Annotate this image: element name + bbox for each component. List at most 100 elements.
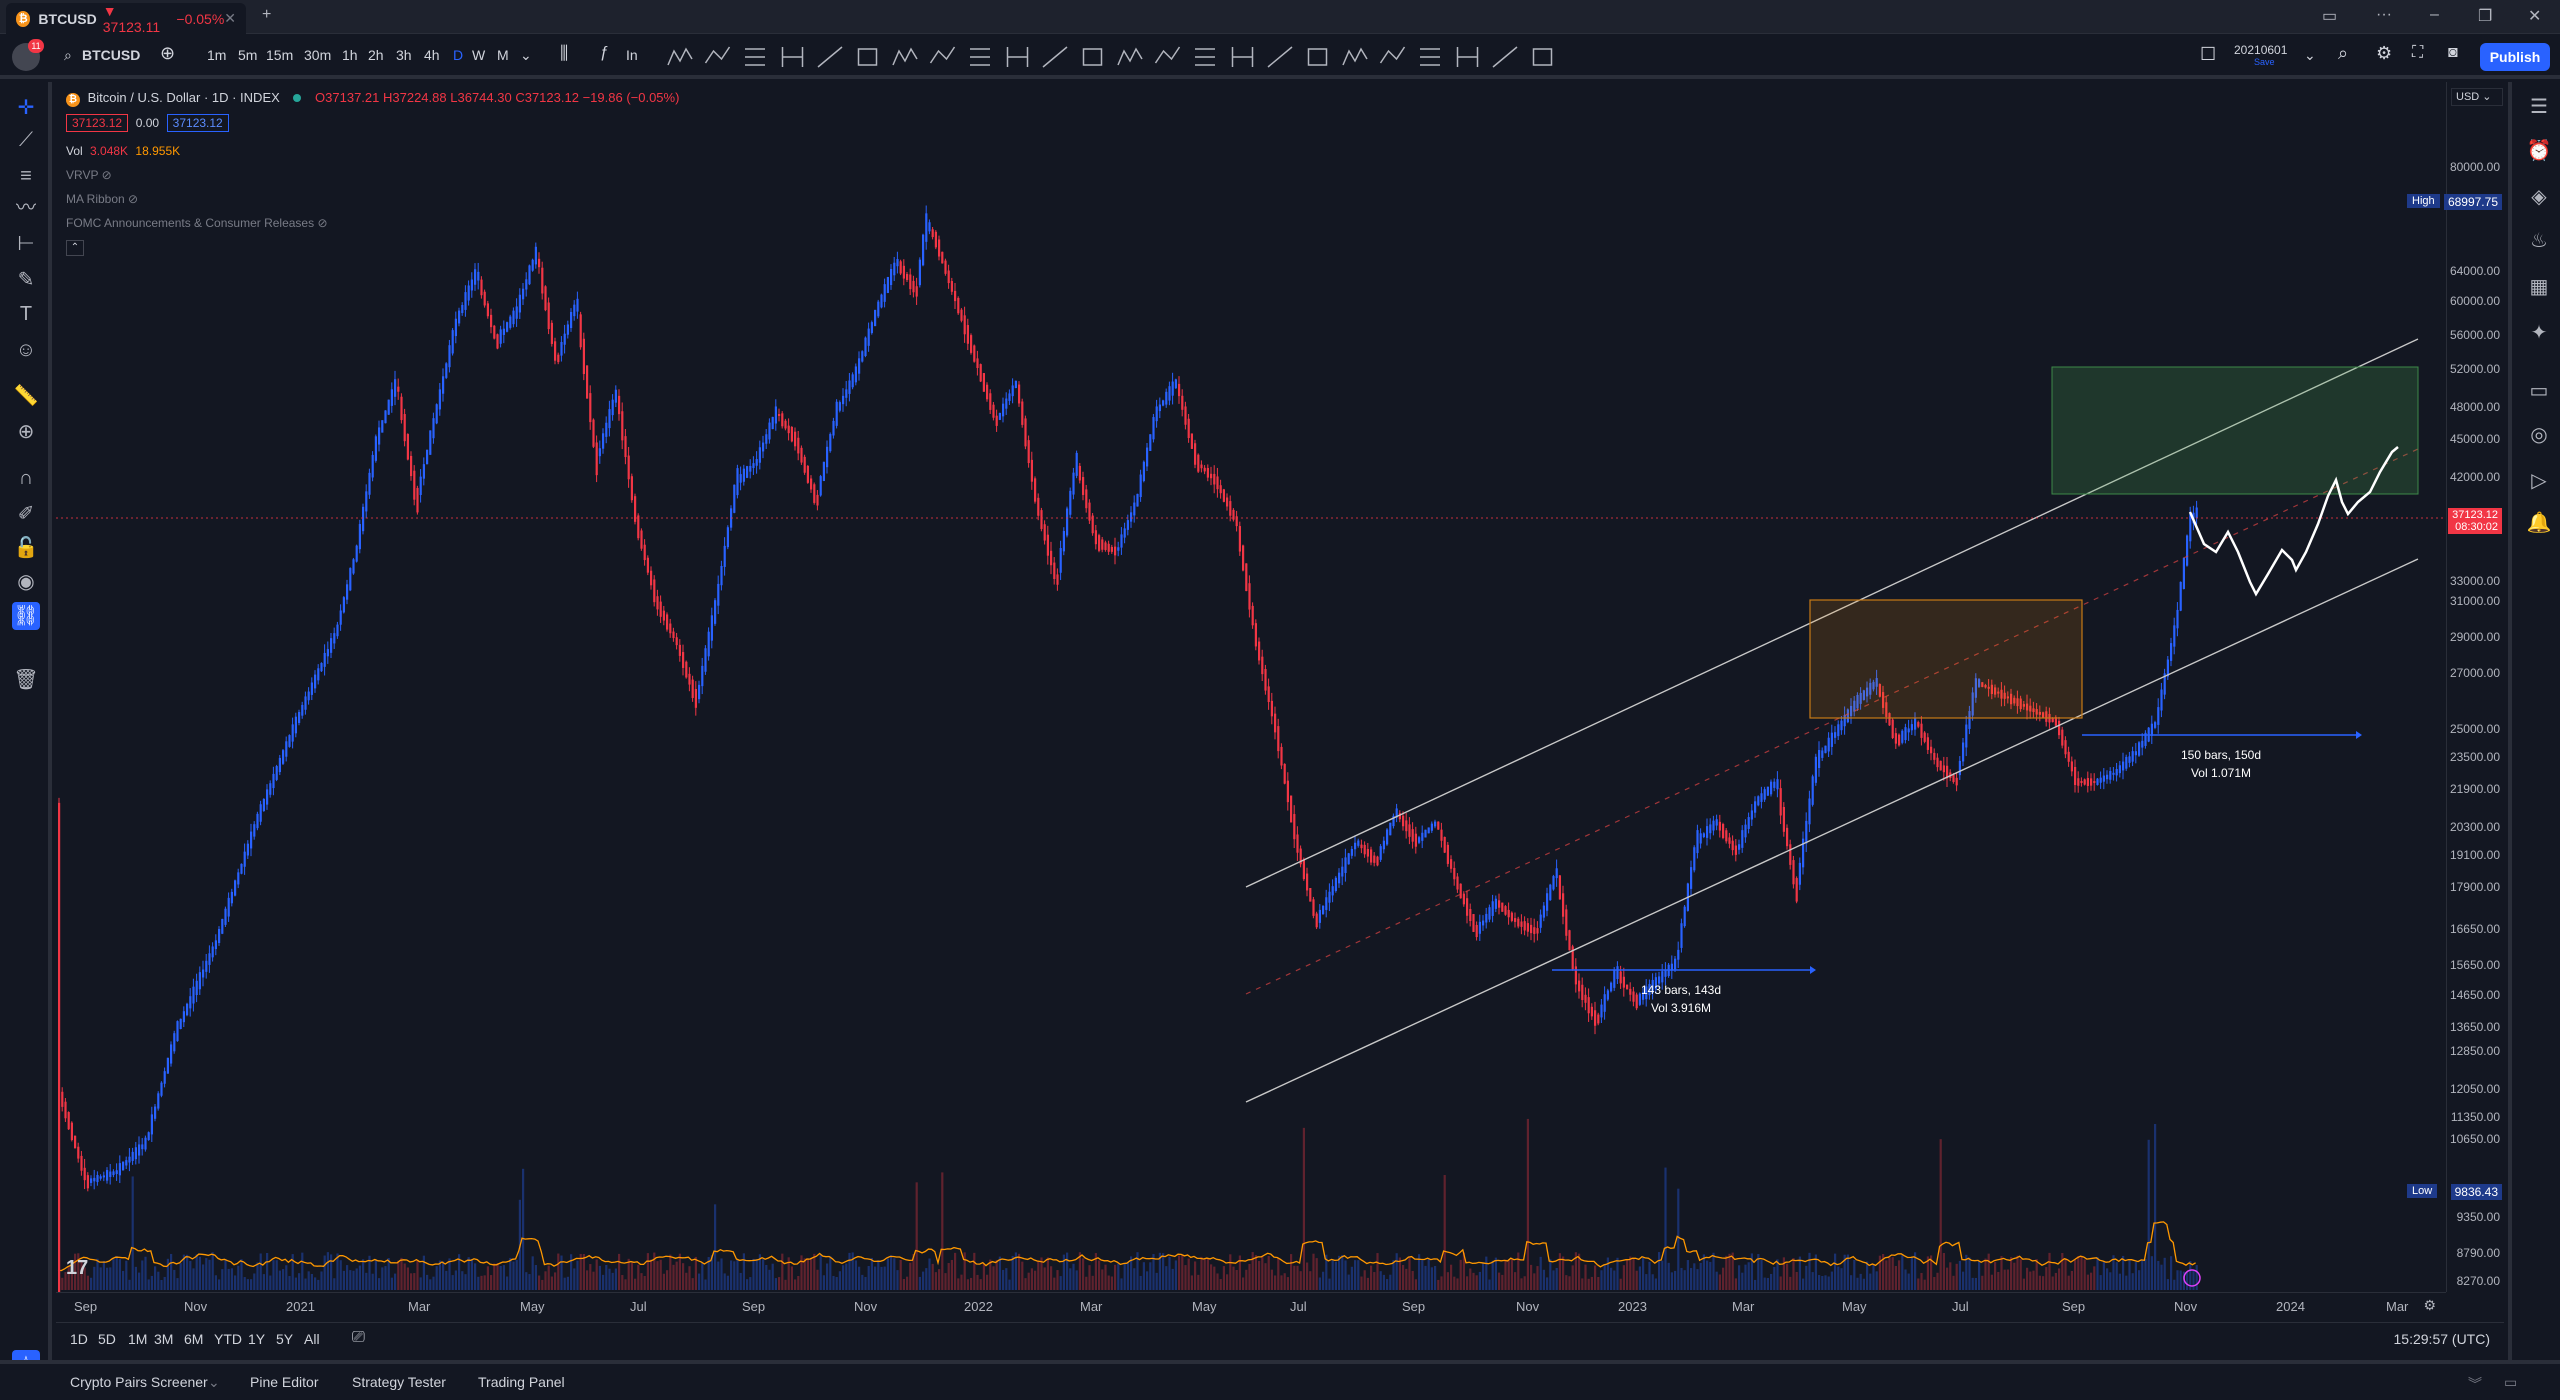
time-axis[interactable]: Sep Nov 2021 Mar May Jul Sep Nov 2022 Mar May Jul Se… — [56, 1292, 2446, 1320]
screens-icon[interactable]: ▭ — [2322, 8, 2338, 25]
indicators-icon[interactable]: ƒ — [600, 44, 609, 61]
range-ytd[interactable]: YTD — [214, 1331, 242, 1347]
drawing-favorites-bar[interactable] — [660, 39, 1580, 75]
notification-bell-icon[interactable]: 🔔 — [2526, 512, 2552, 534]
interval-3h[interactable]: 3h — [396, 47, 412, 63]
publish-button[interactable]: Publish — [2480, 43, 2550, 71]
search-icon[interactable]: ⌕ — [64, 47, 72, 63]
lock-icon[interactable]: 🔓 — [13, 537, 39, 559]
zoom-in-icon[interactable]: ⊕ — [17, 421, 35, 443]
symbol-search[interactable]: BTCUSD — [82, 47, 141, 63]
interval-30m[interactable]: 30m — [304, 47, 332, 63]
legend-title[interactable]: Bitcoin / U.S. Dollar · 1D · INDEX — [87, 90, 280, 105]
range-1y[interactable]: 1Y — [248, 1331, 266, 1347]
chat-icon[interactable]: ▭ — [2529, 380, 2549, 402]
range-5y[interactable]: 5Y — [276, 1331, 294, 1347]
layers-icon[interactable]: ◈ — [2531, 186, 2547, 208]
chevron-down-icon[interactable]: ⌄ — [2304, 47, 2316, 63]
tab-trading-panel[interactable]: Trading Panel — [478, 1374, 565, 1390]
price-axis[interactable]: USD ⌄ 80000.0074000.0064000.0060000.0056… — [2407, 82, 2504, 1292]
lock-drawing-icon[interactable]: ✐ — [17, 503, 35, 525]
minimize-icon[interactable]: – — [2430, 6, 2439, 23]
layout-icon[interactable]: ☐ — [2200, 44, 2217, 64]
price-chart[interactable]: 143 bars, 143d Vol 3.916M 150 bars, 150d… — [56, 82, 2446, 1292]
tab-crypto-screener[interactable]: Crypto Pairs Screener — [70, 1374, 208, 1390]
candle-body — [454, 318, 457, 337]
calendar-icon[interactable]: ▦ — [2529, 276, 2549, 298]
new-tab-icon[interactable]: + — [262, 6, 272, 23]
maximize-icon[interactable]: ❐ — [2478, 8, 2493, 25]
more-icon[interactable]: ··· — [2376, 6, 2392, 23]
utc-clock[interactable]: 15:29:57 (UTC) — [2393, 1331, 2490, 1347]
symbol-tab[interactable]: ₿ BTCUSD ▼ 37123.11 −0.05% ✕ — [6, 3, 246, 35]
interval-5m[interactable]: 5m — [238, 47, 258, 63]
indicator-vrvp[interactable]: VRVP ⊘ — [66, 168, 112, 182]
range-1m[interactable]: 1M — [128, 1331, 148, 1347]
candle-body — [413, 470, 416, 500]
sync-drawings-icon[interactable]: ⛓ — [12, 602, 40, 630]
compare-add-icon[interactable]: ⊕ — [160, 43, 176, 63]
emoji-icon[interactable]: ☺ — [15, 339, 37, 361]
tab-pine-editor[interactable]: Pine Editor — [250, 1374, 319, 1390]
close-window-icon[interactable]: ✕ — [2528, 8, 2542, 25]
bar-style-icon[interactable]: ⫼ — [560, 43, 569, 63]
collapse-panel-icon[interactable]: ︾ — [2468, 1376, 2482, 1392]
magnet-icon[interactable]: ∩ — [18, 467, 34, 489]
hotlist-fire-icon[interactable]: ♨ — [2530, 230, 2548, 252]
high-value: 68997.75 — [2443, 194, 2502, 210]
watchlist-icon[interactable]: ☰ — [2530, 96, 2548, 118]
fullscreen-icon[interactable]: ⛶ — [2412, 44, 2424, 61]
gear-icon[interactable]: ⚙ — [2376, 43, 2393, 63]
pattern-icon[interactable]: 〰 — [16, 197, 36, 219]
crosshair-icon[interactable]: ✛ — [17, 97, 35, 119]
close-tab-icon[interactable]: ✕ — [224, 10, 236, 26]
indicator-ma-ribbon[interactable]: MA Ribbon ⊘ — [66, 192, 139, 206]
indicator-fomc[interactable]: FOMC Announcements & Consumer Releases ⊘ — [66, 216, 328, 230]
eye-icon[interactable]: ◉ — [17, 571, 35, 593]
layout-save-status[interactable]: Save — [2254, 57, 2275, 67]
ruler-icon[interactable]: 📏 — [13, 385, 39, 407]
interval-w[interactable]: W — [472, 47, 486, 63]
vol-label[interactable]: Vol — [66, 144, 83, 158]
maximize-panel-icon[interactable]: ▭ — [2504, 1374, 2518, 1390]
interval-m[interactable]: M — [497, 47, 509, 63]
trendline-icon[interactable]: ⟋ — [19, 129, 33, 151]
settings-icon[interactable]: ⚙ — [2423, 1297, 2436, 1313]
quick-search-icon[interactable]: ⌕ — [2338, 43, 2349, 63]
tab-strategy-tester[interactable]: Strategy Tester — [352, 1374, 446, 1390]
interval-15m[interactable]: 15m — [266, 47, 294, 63]
interval-4h[interactable]: 4h — [424, 47, 440, 63]
ask-price[interactable]: 37123.12 — [166, 114, 229, 132]
ideas-bulb-icon[interactable]: ✦ — [2530, 322, 2548, 344]
range-all[interactable]: All — [304, 1331, 320, 1347]
chart-pane[interactable]: 143 bars, 143d Vol 3.916M 150 bars, 150d… — [56, 82, 2448, 1292]
volume-bar — [118, 1259, 121, 1290]
goto-date-icon[interactable]: ⎚ — [352, 1329, 365, 1346]
camera-icon[interactable]: ◙ — [2448, 44, 2458, 61]
projection-icon[interactable]: ⊢ — [17, 233, 35, 255]
interval-d[interactable]: D — [453, 47, 464, 63]
layout-name[interactable]: 20210601 — [2234, 43, 2288, 57]
volume-bar — [1658, 1252, 1661, 1290]
interval-1h[interactable]: 1h — [342, 47, 358, 63]
bid-price[interactable]: 37123.12 — [66, 114, 129, 132]
brush-icon[interactable]: ✎ — [17, 269, 35, 291]
interval-2h[interactable]: 2h — [368, 47, 384, 63]
range-5d[interactable]: 5D — [98, 1331, 116, 1347]
range-6m[interactable]: 6M — [184, 1331, 204, 1347]
interval-1m[interactable]: 1m — [207, 47, 227, 63]
range-1d[interactable]: 1D — [70, 1331, 88, 1347]
collapse-legend-icon[interactable]: ⌃ — [66, 240, 84, 256]
chevron-down-icon[interactable]: ⌄ — [208, 1374, 220, 1390]
indicators-button[interactable]: In — [626, 47, 638, 63]
candle-body — [1408, 824, 1411, 837]
play-icon[interactable]: ▷ — [2531, 470, 2547, 492]
text-icon[interactable]: T — [19, 303, 33, 325]
trash-icon[interactable]: 🗑 — [13, 669, 39, 691]
currency-select[interactable]: USD ⌄ — [2451, 88, 2503, 106]
range-3m[interactable]: 3M — [154, 1331, 174, 1347]
interval-chevron-icon[interactable]: ⌄ — [520, 47, 532, 63]
fib-icon[interactable]: ≡ — [20, 165, 32, 187]
streams-icon[interactable]: ◎ — [2530, 424, 2548, 446]
alarm-clock-icon[interactable]: ⏰ — [2526, 140, 2552, 162]
